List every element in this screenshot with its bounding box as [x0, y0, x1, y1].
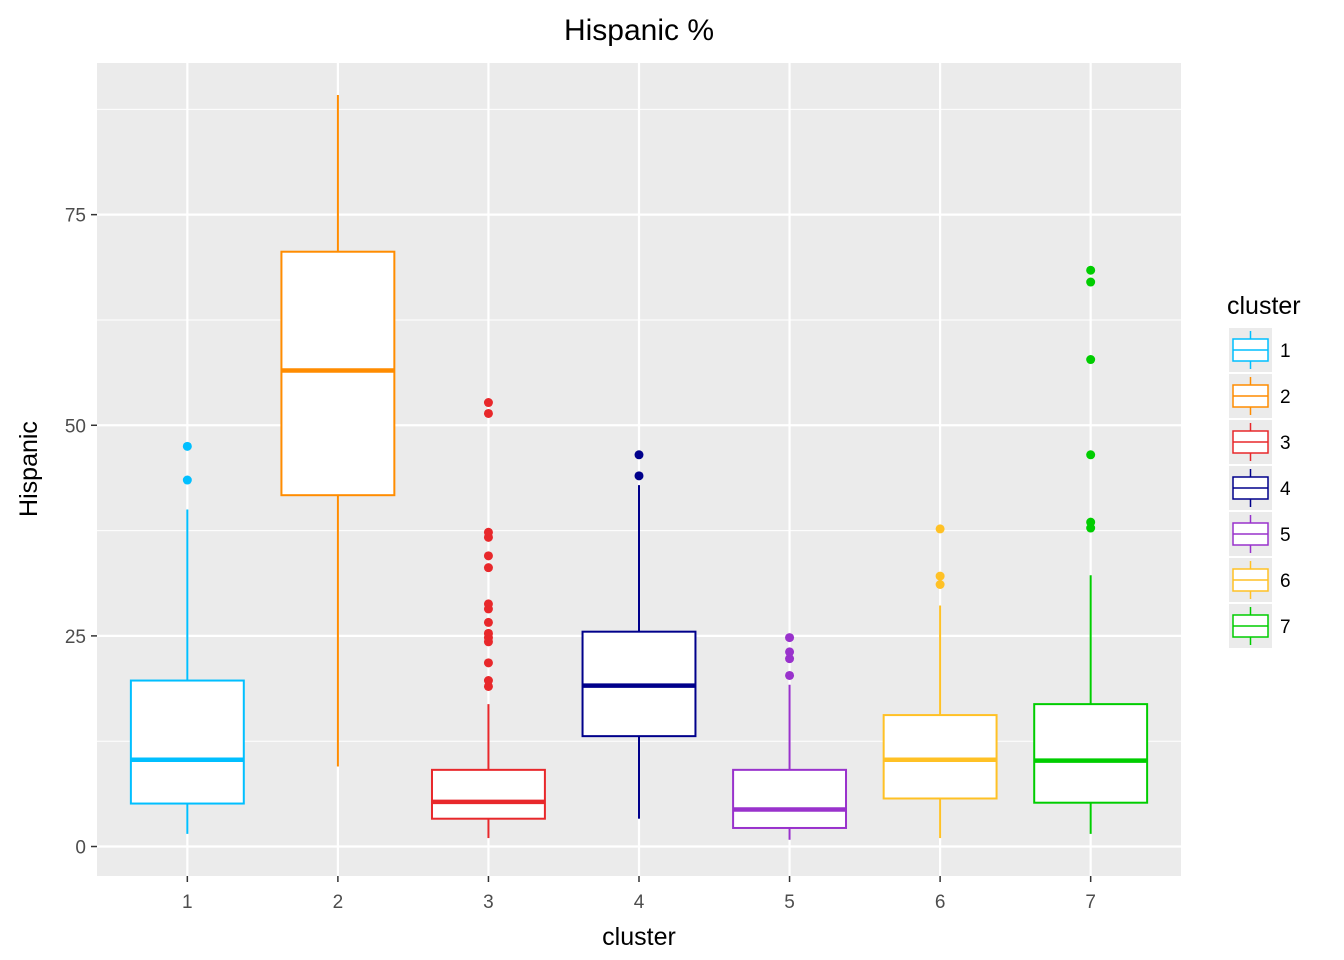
outlier-point [483, 676, 493, 686]
outlier-point [1086, 450, 1096, 460]
outlier-point [634, 471, 644, 481]
legend-key-5 [1229, 512, 1272, 556]
outlier-point [935, 579, 945, 589]
y-tick-label: 50 [65, 416, 86, 437]
legend-key-6 [1229, 558, 1272, 602]
outlier-point [483, 628, 493, 638]
box-iqr [129, 679, 245, 805]
outlier-point [483, 551, 493, 561]
box-iqr [882, 714, 998, 800]
outlier-point [785, 670, 795, 680]
outlier-point [785, 633, 795, 643]
x-axis-title: cluster [602, 923, 676, 951]
outlier-point [935, 524, 945, 534]
y-tick-label: 75 [65, 206, 86, 227]
box-cluster-2 [280, 95, 396, 767]
legend-key-3 [1229, 420, 1272, 464]
outlier-point [1086, 517, 1096, 527]
boxes-layer [129, 95, 1149, 840]
outlier-point [1086, 277, 1096, 287]
legend-key-2 [1229, 374, 1272, 418]
x-tick-label: 2 [333, 892, 344, 913]
y-axis-title: Hispanic [15, 421, 43, 517]
outlier-point [483, 617, 493, 627]
outlier-point [483, 658, 493, 668]
box-cluster-6 [882, 524, 998, 839]
box-cluster-1 [129, 441, 245, 834]
x-tick-label: 5 [784, 892, 795, 913]
box-cluster-7 [1033, 265, 1149, 834]
y-tick-label: 0 [75, 838, 86, 859]
outlier-point [483, 398, 493, 408]
outlier-point [785, 647, 795, 657]
legend-label: 5 [1280, 525, 1291, 546]
x-tick-label: 7 [1085, 892, 1096, 913]
x-tick-label: 4 [634, 892, 645, 913]
x-tick-label: 6 [935, 892, 946, 913]
legend-key-1 [1229, 328, 1272, 372]
legend-label: 2 [1280, 387, 1291, 408]
outlier-point [182, 441, 192, 451]
legend-label: 7 [1280, 617, 1291, 638]
legend-label: 4 [1280, 479, 1291, 500]
box-cluster-4 [581, 450, 697, 819]
legend-label: 3 [1280, 433, 1291, 454]
outlier-point [1086, 355, 1096, 365]
outlier-point [634, 450, 644, 460]
chart-title: Hispanic % [564, 14, 714, 47]
outlier-point [483, 527, 493, 537]
box-iqr [1033, 703, 1149, 804]
legend-label: 1 [1280, 341, 1291, 362]
outlier-point [182, 475, 192, 485]
legend-title: cluster [1227, 292, 1301, 320]
outlier-point [1086, 265, 1096, 275]
legend-key-4 [1229, 466, 1272, 510]
box-iqr [280, 250, 396, 497]
outlier-point [935, 571, 945, 581]
outlier-point [785, 654, 795, 664]
box-cluster-3 [430, 398, 546, 839]
legend-label: 6 [1280, 571, 1291, 592]
outlier-point [483, 563, 493, 573]
axes-layer: 0 25 50 75 1 2 3 4 5 6 7 [65, 206, 1096, 913]
legend-key-7 [1229, 604, 1272, 648]
x-tick-label: 1 [182, 892, 193, 913]
outlier-point [483, 408, 493, 418]
outlier-point [483, 599, 493, 609]
box-iqr [732, 768, 848, 829]
y-tick-label: 25 [65, 627, 86, 648]
box-cluster-5 [732, 633, 848, 840]
x-tick-label: 3 [483, 892, 494, 913]
legend: cluster 1 2 3 4 5 6 7 [1227, 292, 1301, 648]
box-iqr [430, 768, 546, 820]
